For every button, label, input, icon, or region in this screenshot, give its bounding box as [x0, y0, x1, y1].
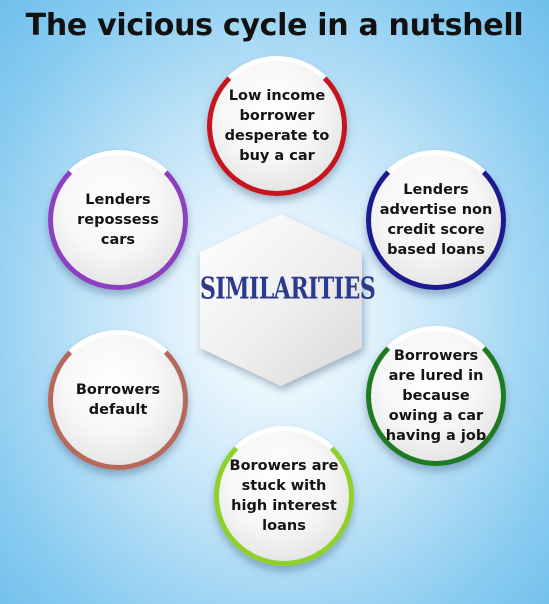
cycle-node-lenders-advertise: Lenders advertise non credit score based…	[366, 150, 506, 290]
cycle-node-high-interest-loans: Borowers are stuck with high interest lo…	[214, 426, 354, 566]
cycle-node-text: Borrowers are lured in because owing a c…	[385, 348, 487, 444]
cycle-node-text: Low income borrower desperate to buy a c…	[224, 88, 330, 164]
diagram-title: The vicious cycle in a nutshell	[25, 8, 524, 43]
cycle-node-text: Lenders repossess cars	[77, 192, 159, 248]
cycle-node-text: Borrowers default	[75, 382, 161, 418]
cycle-node-text: Lenders advertise non credit score based…	[379, 182, 493, 258]
cycle-node-lenders-repossess: Lenders repossess cars	[48, 150, 188, 290]
cycle-node-text: Borowers are stuck with high interest lo…	[229, 458, 339, 534]
cycle-node-borrowers-lured: Borrowers are lured in because owing a c…	[366, 326, 506, 466]
cycle-node-low-income-borrower: Low income borrower desperate to buy a c…	[207, 56, 347, 196]
cycle-node-borrowers-default: Borrowers default	[48, 330, 188, 470]
center-label: SIMILARITIES	[200, 271, 376, 307]
